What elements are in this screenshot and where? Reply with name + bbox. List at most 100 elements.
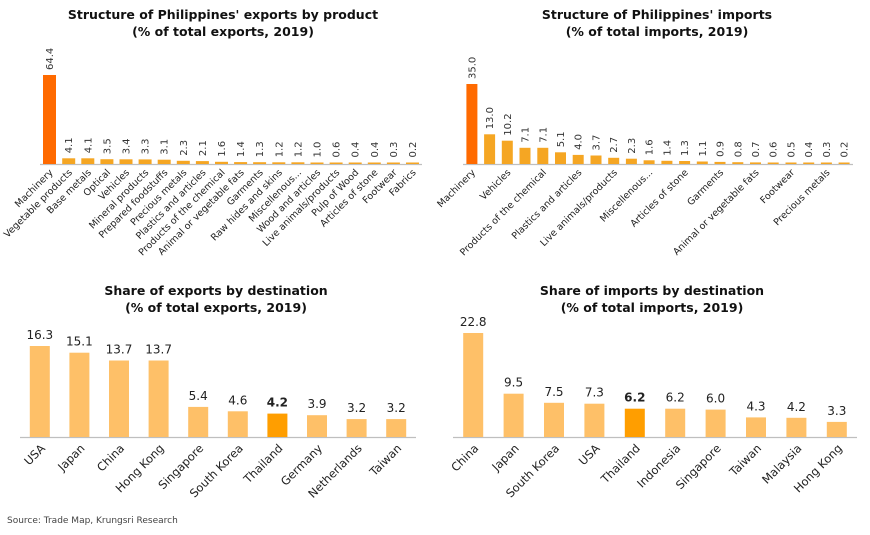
bar <box>234 162 248 164</box>
source-note: Source: Trade Map, Krungsri Research <box>7 516 178 526</box>
bar <box>109 360 129 437</box>
data-label: 6.2 <box>666 391 685 405</box>
bar <box>29 346 50 437</box>
bar <box>555 152 566 164</box>
bar <box>272 162 286 164</box>
bar <box>665 408 686 437</box>
data-label: 22.8 <box>460 315 487 329</box>
chart-subtitle: (% of total exports, 2019) <box>125 300 307 315</box>
data-label: 2.7 <box>609 137 620 153</box>
bar <box>544 402 564 437</box>
bar <box>100 159 114 164</box>
data-label: 15.1 <box>66 335 93 349</box>
data-label: 1.2 <box>274 141 285 157</box>
bar <box>714 161 726 164</box>
data-label: 2.1 <box>198 140 209 156</box>
category-label: Japan <box>488 441 521 474</box>
chart-title: Share of imports by destination <box>540 283 764 298</box>
bar <box>584 403 605 437</box>
chart-subtitle: (% of total imports, 2019) <box>561 300 744 315</box>
chart-title: Share of exports by destination <box>104 283 327 298</box>
data-label: 3.4 <box>121 138 132 154</box>
imports-by-destination-chart: Share of imports by destination (% of to… <box>448 283 857 500</box>
data-label: 2.3 <box>179 140 190 156</box>
data-label: 4.1 <box>64 137 75 153</box>
bar <box>786 417 807 437</box>
bar <box>624 408 645 437</box>
bar <box>696 161 708 164</box>
bar <box>501 140 513 164</box>
data-label: 9.5 <box>504 376 523 390</box>
bar <box>750 162 761 164</box>
bar <box>463 333 484 437</box>
data-label: 3.2 <box>387 401 406 415</box>
data-label: 1.0 <box>313 142 324 158</box>
data-label: 1.4 <box>236 141 247 157</box>
bar <box>705 409 726 437</box>
bar <box>307 415 327 437</box>
bar <box>348 162 362 164</box>
data-label: 4.6 <box>228 393 247 407</box>
data-label: 1.3 <box>255 141 266 157</box>
bar <box>227 411 248 437</box>
chart-title: Structure of Philippines' imports <box>542 7 772 22</box>
data-label: 5.4 <box>189 389 208 403</box>
bar <box>69 352 90 437</box>
data-label: 0.9 <box>716 141 727 157</box>
category-label: Plastics and articles <box>510 167 585 242</box>
bar <box>346 419 367 437</box>
category-label: China <box>448 441 481 474</box>
data-label: 5.1 <box>556 131 567 147</box>
data-label: 13.7 <box>145 343 172 357</box>
data-label: 0.5 <box>787 142 798 158</box>
imports-by-product-chart: Structure of Philippines' imports (% of … <box>435 7 853 258</box>
bar <box>643 160 655 164</box>
data-label: 7.1 <box>538 127 549 143</box>
data-label: 6.0 <box>706 392 725 406</box>
data-label: 3.1 <box>160 139 171 155</box>
bar <box>608 157 620 164</box>
data-label: 13.0 <box>485 107 496 129</box>
bar <box>188 406 209 437</box>
bar <box>572 154 584 164</box>
data-label: 4.2 <box>787 400 806 414</box>
bar <box>732 162 744 164</box>
bar <box>484 134 496 164</box>
data-label: 3.2 <box>347 401 366 415</box>
bar <box>291 162 305 164</box>
bar <box>119 159 133 164</box>
bar <box>661 160 673 164</box>
data-label: 0.7 <box>751 141 762 157</box>
bar <box>148 360 169 437</box>
bar <box>767 162 779 164</box>
bar <box>590 155 602 164</box>
data-label: 0.3 <box>822 142 833 158</box>
data-label: 1.4 <box>662 140 673 156</box>
data-label: 3.9 <box>307 397 326 411</box>
chart-subtitle: (% of total exports, 2019) <box>132 24 314 39</box>
bar <box>803 162 815 164</box>
bar <box>826 421 847 437</box>
exports-by-product-chart: Structure of Philippines' exports by pro… <box>2 7 422 258</box>
data-label: 1.6 <box>645 139 656 155</box>
bar <box>519 147 531 164</box>
data-label: 6.2 <box>624 391 645 405</box>
bar <box>367 162 381 164</box>
data-label: 4.2 <box>267 396 288 410</box>
data-label: 1.1 <box>698 141 709 157</box>
bar <box>43 75 56 164</box>
bar <box>406 162 419 164</box>
data-label: 1.3 <box>680 140 691 156</box>
bar <box>466 84 478 164</box>
bar <box>81 158 95 164</box>
data-label: 35.0 <box>467 57 478 79</box>
data-label: 4.1 <box>83 137 94 153</box>
bar <box>746 417 766 437</box>
data-label: 64.4 <box>45 48 56 70</box>
bar <box>62 158 76 164</box>
chart-subtitle: (% of total imports, 2019) <box>566 24 749 39</box>
data-label: 0.2 <box>408 142 419 158</box>
category-label: China <box>94 441 127 474</box>
data-label: 4.3 <box>746 399 765 413</box>
